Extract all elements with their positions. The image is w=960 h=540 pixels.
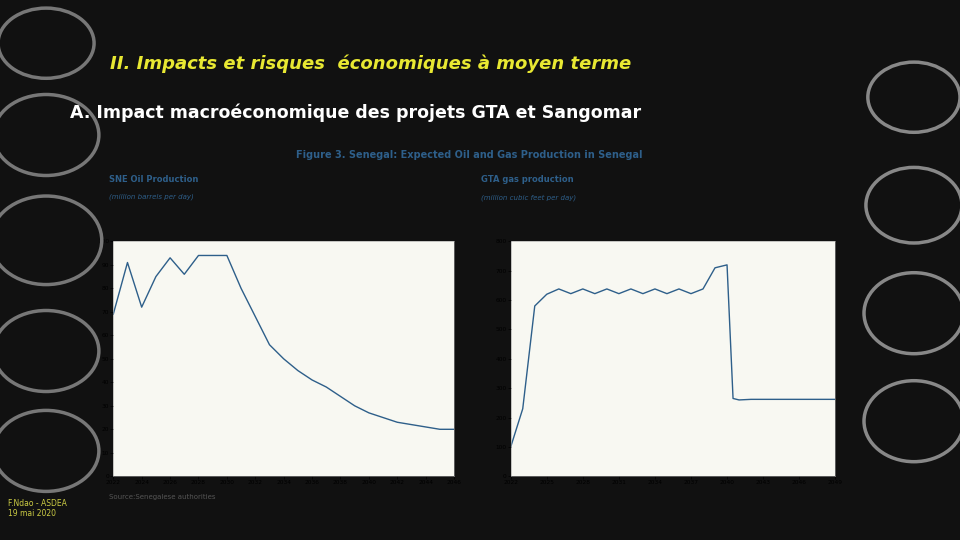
Text: Source:Senegalese authorities: Source:Senegalese authorities: [109, 494, 216, 500]
Text: II. Impacts et risques  économiques à moyen terme: II. Impacts et risques économiques à moy…: [110, 55, 632, 73]
Text: F.Ndao - ASDEA
19 mai 2020: F.Ndao - ASDEA 19 mai 2020: [8, 499, 66, 518]
Text: (million cubic feet per day): (million cubic feet per day): [481, 194, 576, 200]
Text: SNE Oil Production: SNE Oil Production: [109, 176, 199, 185]
Text: A. Impact macroéconomique des projets GTA et Sangomar: A. Impact macroéconomique des projets GT…: [70, 103, 641, 122]
Text: (million barrels per day): (million barrels per day): [109, 194, 194, 200]
Text: Figure 3. Senegal: Expected Oil and Gas Production in Senegal: Figure 3. Senegal: Expected Oil and Gas …: [297, 150, 642, 159]
Text: GTA gas production: GTA gas production: [481, 176, 573, 185]
